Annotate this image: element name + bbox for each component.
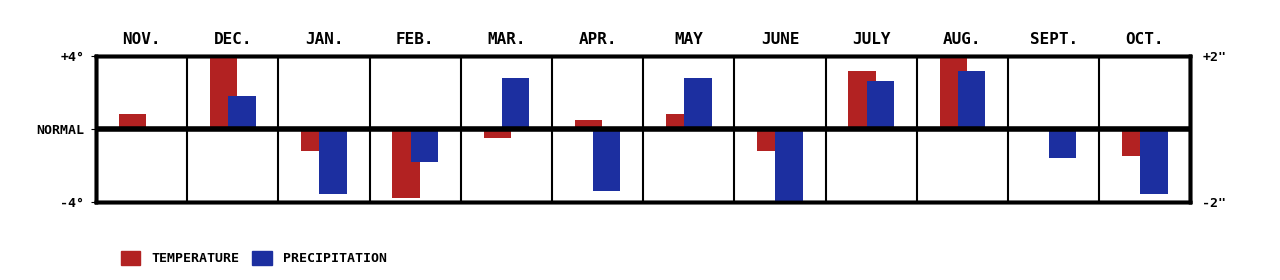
Bar	[776, 129, 803, 231]
Bar	[301, 129, 329, 151]
Bar	[119, 114, 146, 129]
Bar	[758, 129, 785, 151]
Bar	[393, 129, 420, 198]
Bar	[1050, 129, 1076, 158]
Bar	[411, 129, 438, 162]
Bar	[228, 96, 256, 129]
Bar	[210, 56, 237, 129]
Bar	[502, 78, 529, 129]
Bar	[849, 71, 876, 129]
Bar	[575, 120, 602, 129]
Legend: TEMPERATURE, PRECIPITATION: TEMPERATURE, PRECIPITATION	[115, 246, 392, 270]
Bar	[666, 114, 694, 129]
Bar	[1140, 129, 1167, 194]
Bar	[685, 78, 712, 129]
Bar	[867, 81, 893, 129]
Bar	[593, 129, 621, 191]
Bar	[940, 56, 966, 129]
Bar	[1123, 129, 1149, 156]
Bar	[320, 129, 347, 194]
Bar	[957, 71, 986, 129]
Bar	[484, 129, 511, 138]
